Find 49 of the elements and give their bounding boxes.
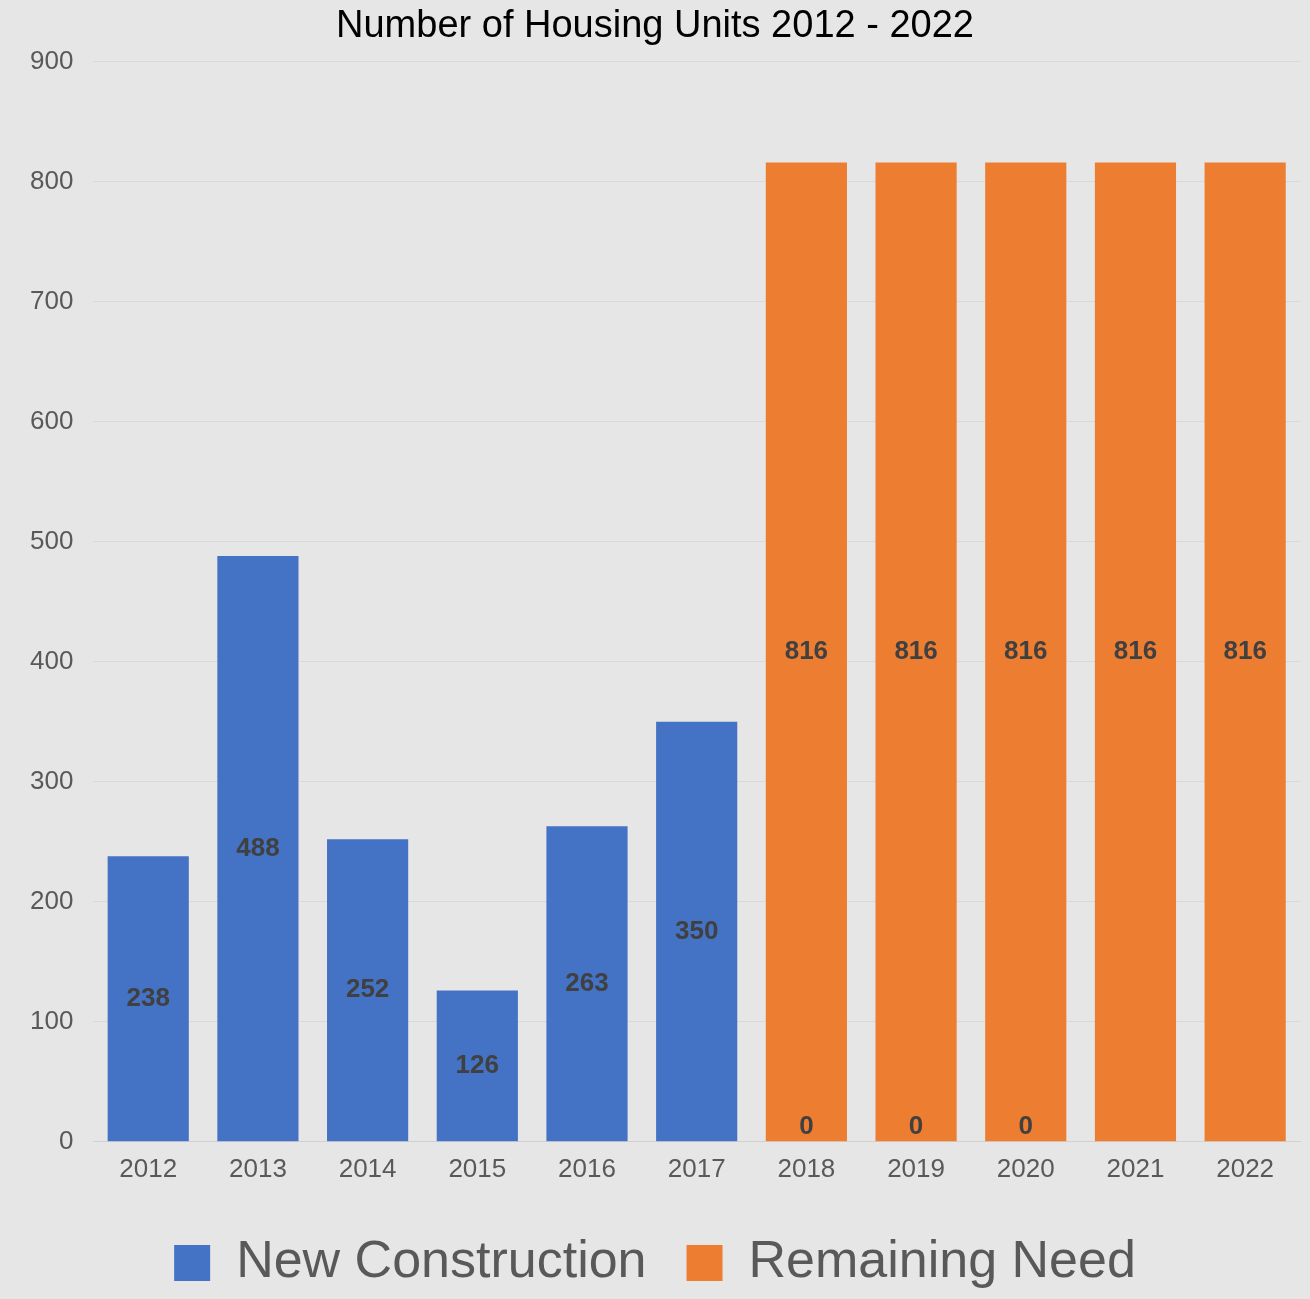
data-label: 126 — [455, 1049, 499, 1080]
y-tick-label: 400 — [29, 644, 74, 675]
x-tick-label: 2012 — [119, 1152, 178, 1183]
x-tick-label: 2022 — [1216, 1152, 1275, 1183]
y-tick-label: 700 — [29, 284, 74, 315]
bar — [217, 556, 299, 1142]
data-label: 0 — [799, 1109, 814, 1140]
x-tick-label: 2013 — [229, 1152, 287, 1183]
bar — [1094, 162, 1177, 1142]
data-label: 350 — [674, 914, 719, 945]
data-label: 0 — [1018, 1109, 1033, 1140]
data-label: 0 — [908, 1109, 924, 1140]
data-label: 238 — [126, 981, 170, 1012]
y-tick-label: 200 — [29, 884, 74, 915]
x-tick-label: 2017 — [667, 1152, 726, 1183]
data-label: 816 — [1113, 635, 1158, 666]
data-label: 263 — [565, 966, 609, 997]
y-tick-label: 100 — [29, 1004, 74, 1035]
x-tick-label: 2019 — [887, 1152, 945, 1183]
data-label: 816 — [1004, 635, 1048, 666]
bar — [656, 721, 738, 1142]
bar — [985, 162, 1067, 1142]
bar — [436, 990, 518, 1142]
bar — [1204, 162, 1286, 1142]
chart-title: Number of Housing Units 2012 - 2022 — [336, 3, 974, 46]
x-tick-label: 2016 — [558, 1152, 616, 1183]
y-tick-label: 800 — [29, 164, 74, 195]
x-tick-label: 2018 — [777, 1152, 836, 1183]
y-tick-label: 900 — [29, 44, 74, 75]
bar — [875, 162, 957, 1142]
x-tick-label: 2020 — [996, 1152, 1055, 1183]
y-tick-label: 500 — [29, 524, 74, 555]
x-tick-label: 2014 — [338, 1152, 397, 1183]
y-tick-label: 600 — [29, 404, 74, 435]
data-label: 816 — [784, 635, 829, 666]
data-label: 816 — [894, 635, 938, 666]
x-tick-label: 2021 — [1106, 1152, 1165, 1183]
bar — [107, 856, 189, 1142]
data-label: 252 — [345, 973, 390, 1004]
bar — [765, 162, 847, 1142]
legend-label: New Construction — [236, 1230, 647, 1289]
bar — [327, 839, 409, 1142]
x-tick-label: 2015 — [448, 1152, 507, 1183]
data-label: 816 — [1223, 635, 1267, 666]
legend-label: Remaining Need — [748, 1230, 1136, 1289]
bar — [546, 826, 628, 1142]
data-label: 488 — [236, 831, 280, 862]
y-tick-label: 300 — [29, 764, 74, 795]
y-tick-label: 0 — [58, 1124, 74, 1155]
